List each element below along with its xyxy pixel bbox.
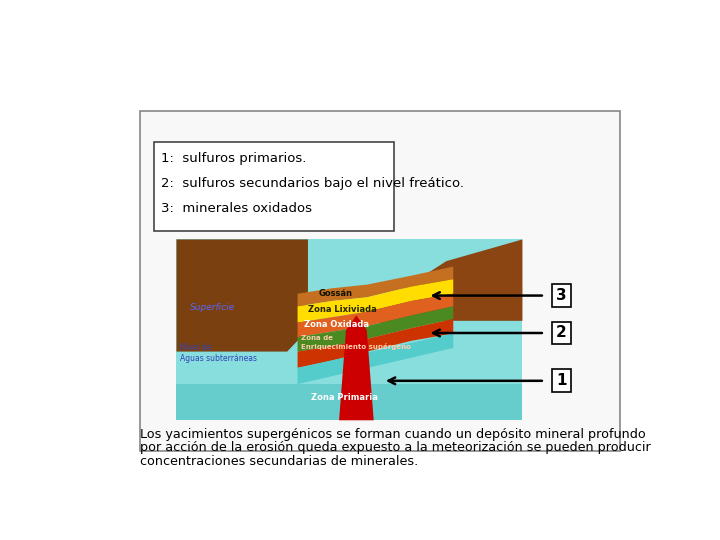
Text: 2: 2 [556,326,567,341]
Text: Zona de
Enriquecimiento supérgeno: Zona de Enriquecimiento supérgeno [301,335,411,350]
FancyBboxPatch shape [140,111,620,451]
Polygon shape [297,319,454,368]
Text: 2:  sulfuros secundarios bajo el nivel freático.: 2: sulfuros secundarios bajo el nivel fr… [161,177,464,190]
Text: Zona Primaria: Zona Primaria [312,394,378,402]
Polygon shape [297,294,454,337]
Polygon shape [297,306,454,352]
Polygon shape [297,279,454,322]
Text: Gossán: Gossán [318,289,352,299]
Polygon shape [176,239,308,352]
Polygon shape [356,239,523,326]
Text: 1: 1 [557,373,567,388]
Polygon shape [297,267,454,306]
Text: por acción de la erosión queda expuesto a la meteorización se pueden producir: por acción de la erosión queda expuesto … [140,441,651,454]
FancyBboxPatch shape [154,141,394,231]
Text: Superficie: Superficie [190,303,235,312]
Text: Nivel de
Aguas subterráneas: Nivel de Aguas subterráneas [180,342,257,363]
Text: 3:  minerales oxidados: 3: minerales oxidados [161,202,312,215]
FancyBboxPatch shape [176,239,523,420]
Text: Los yacimientos supergénicos se forman cuando un depósito mineral profundo: Los yacimientos supergénicos se forman c… [140,428,646,441]
Text: Zona Oxidada: Zona Oxidada [305,320,369,329]
Polygon shape [339,315,374,420]
Text: 1:  sulfuros primarios.: 1: sulfuros primarios. [161,152,306,165]
Text: concentraciones secundarias de minerales.: concentraciones secundarias de minerales… [140,455,418,468]
Text: Zona Lixiviada: Zona Lixiviada [308,305,377,314]
Text: 3: 3 [556,288,567,303]
FancyBboxPatch shape [176,384,523,420]
Polygon shape [297,334,454,384]
